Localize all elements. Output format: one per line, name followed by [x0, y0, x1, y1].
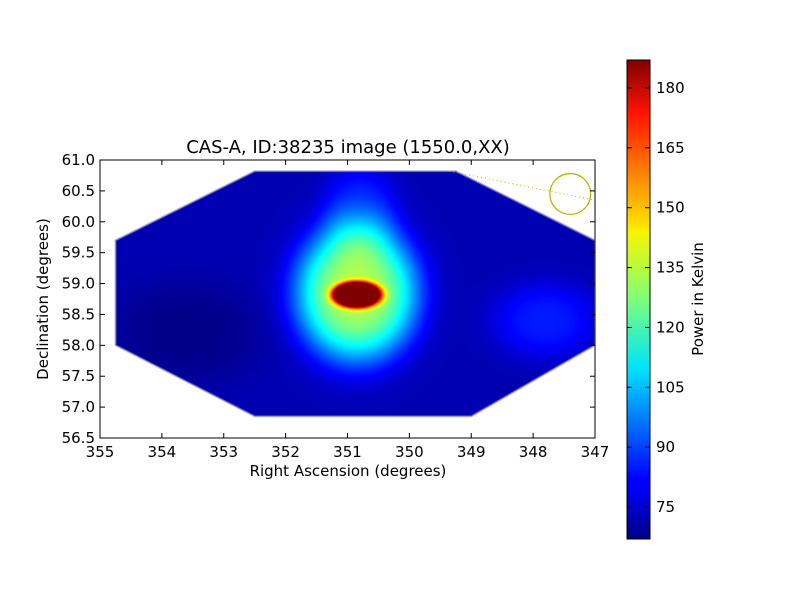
y-axis-label: Declination (degrees) — [34, 218, 52, 380]
colorbar-ticks: 75 90 105 120 135 150 165 180 — [627, 79, 685, 516]
overlay-circle — [549, 172, 592, 216]
x-axis: 355 354 353 352 351 350 349 348 347 — [86, 160, 610, 461]
colorbar-tick-label: 75 — [656, 498, 675, 516]
x-tick-label: 349 — [457, 443, 486, 461]
y-tick-label: 57.0 — [62, 398, 95, 416]
colorbar-tick-label: 120 — [656, 318, 685, 336]
x-tick-label: 351 — [333, 443, 362, 461]
heatmap-image — [115, 171, 595, 417]
y-tick-label: 59.5 — [62, 244, 95, 262]
plot-area — [114, 170, 595, 418]
colorbar-tick-label: 90 — [656, 438, 675, 456]
x-tick-label: 347 — [581, 443, 610, 461]
colorbar-tick-label: 135 — [656, 259, 685, 277]
y-tick-label: 58.5 — [62, 305, 95, 323]
y-tick-label: 58.0 — [62, 336, 95, 354]
colorbar: 75 90 105 120 135 150 165 180 Power in Kelvin — [626, 59, 707, 540]
x-tick-label: 352 — [271, 443, 300, 461]
x-tick-label: 355 — [86, 443, 115, 461]
field-outline — [114, 170, 595, 418]
x-tick-label: 353 — [209, 443, 238, 461]
colorbar-label: Power in Kelvin — [689, 242, 707, 356]
y-tick-label: 57.5 — [62, 367, 95, 385]
y-tick-label: 61.0 — [62, 151, 95, 169]
y-tick-label: 59.0 — [62, 275, 95, 293]
x-tick-label: 354 — [148, 443, 177, 461]
colorbar-tick-label: 165 — [656, 139, 685, 157]
colorbar-tick-label: 105 — [656, 378, 685, 396]
y-tick-label: 60.0 — [62, 213, 95, 231]
x-tick-label: 350 — [395, 443, 424, 461]
y-tick-label: 60.5 — [62, 182, 95, 200]
overlay-dotted-line — [449, 170, 595, 201]
y-axis: 56.5 57.0 57.5 58.0 58.5 59.0 59.5 60.0 60.5 61.0 — [62, 151, 595, 447]
x-axis-label: Right Ascension (degrees) — [250, 462, 447, 480]
y-tick-label: 56.5 — [62, 429, 95, 447]
colorbar-tick-label: 180 — [656, 79, 685, 97]
colorbar-gradient — [626, 59, 651, 540]
chart-title: CAS-A, ID:38235 image (1550.0,XX) — [186, 137, 510, 158]
colorbar-tick-label: 150 — [656, 199, 685, 217]
x-tick-label: 348 — [519, 443, 548, 461]
